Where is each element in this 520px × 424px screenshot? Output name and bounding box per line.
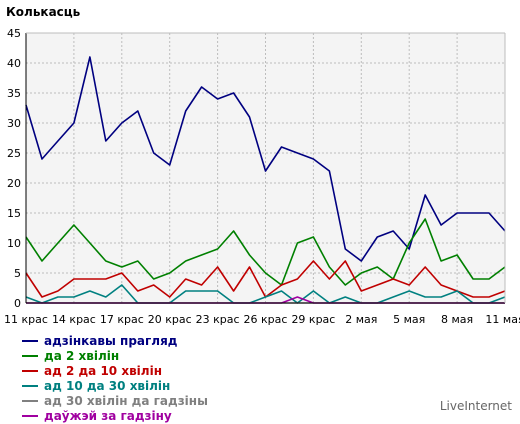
chart: Колькасць 0 5 10 15 20 25 30 35 40 45 11 крас 14 кр… [4,5,520,326]
series-line [25,284,506,304]
legend-item: ад 10 да 30 хвілін [22,379,208,394]
brand-label: LiveInternet [439,399,512,413]
legend-label: да 2 хвілін [44,349,120,363]
y-tick-label: 30 [7,117,21,130]
legend-swatch [22,384,38,387]
legend-swatch [22,369,38,372]
x-tick-label: 11 мая [485,313,520,326]
legend-label: адзінкавы прагляд [44,334,178,348]
legend-swatch [22,414,38,417]
x-tick-label: 26 крас [244,313,288,326]
legend-item: ад 2 да 10 хвілін [22,364,208,379]
legend-swatch [22,399,38,402]
legend-item: ад 30 хвілін да гадзіны [22,394,208,409]
legend: адзінкавы прагляд да 2 хвілін ад 2 да 10… [22,334,208,424]
legend-label: ад 2 да 10 хвілін [44,364,162,378]
y-tick-label: 25 [7,147,21,160]
x-tick-label: 2 мая [345,313,377,326]
legend-swatch [22,354,38,357]
legend-item: даўжэй за гадзіну [22,409,208,424]
legend-item: да 2 хвілін [22,349,208,364]
x-tick-label: 20 крас [148,313,192,326]
grid [26,32,506,303]
legend-swatch [22,339,38,342]
series-line [25,56,506,262]
legend-label: ад 10 да 30 хвілін [44,379,171,393]
x-tick-label: 11 крас [4,313,48,326]
legend-label: ад 30 хвілін да гадзіны [44,394,208,408]
legend-item: адзінкавы прагляд [22,334,208,349]
x-tick-label: 23 крас [196,313,240,326]
x-tick-label: 5 мая [393,313,425,326]
y-tick-label: 0 [14,297,21,310]
axis-ticks: 0 5 10 15 20 25 30 35 40 45 11 крас 14 крас 17 крас 2… [4,27,520,326]
x-tick-label: 14 крас [52,313,96,326]
y-tick-label: 5 [14,267,21,280]
axes [25,32,506,304]
x-tick-label: 29 крас [291,313,335,326]
x-tick-label: 8 мая [441,313,473,326]
y-tick-label: 45 [7,27,21,40]
y-tick-label: 20 [7,177,21,190]
y-tick-label: 35 [7,87,21,100]
y-tick-label: 10 [7,237,21,250]
legend-label: даўжэй за гадзіну [44,409,172,423]
chart-y-axis-title: Колькасць [6,5,81,19]
y-tick-label: 40 [7,57,21,70]
series-line [25,218,506,286]
x-tick-label: 17 крас [100,313,144,326]
y-tick-label: 15 [7,207,21,220]
